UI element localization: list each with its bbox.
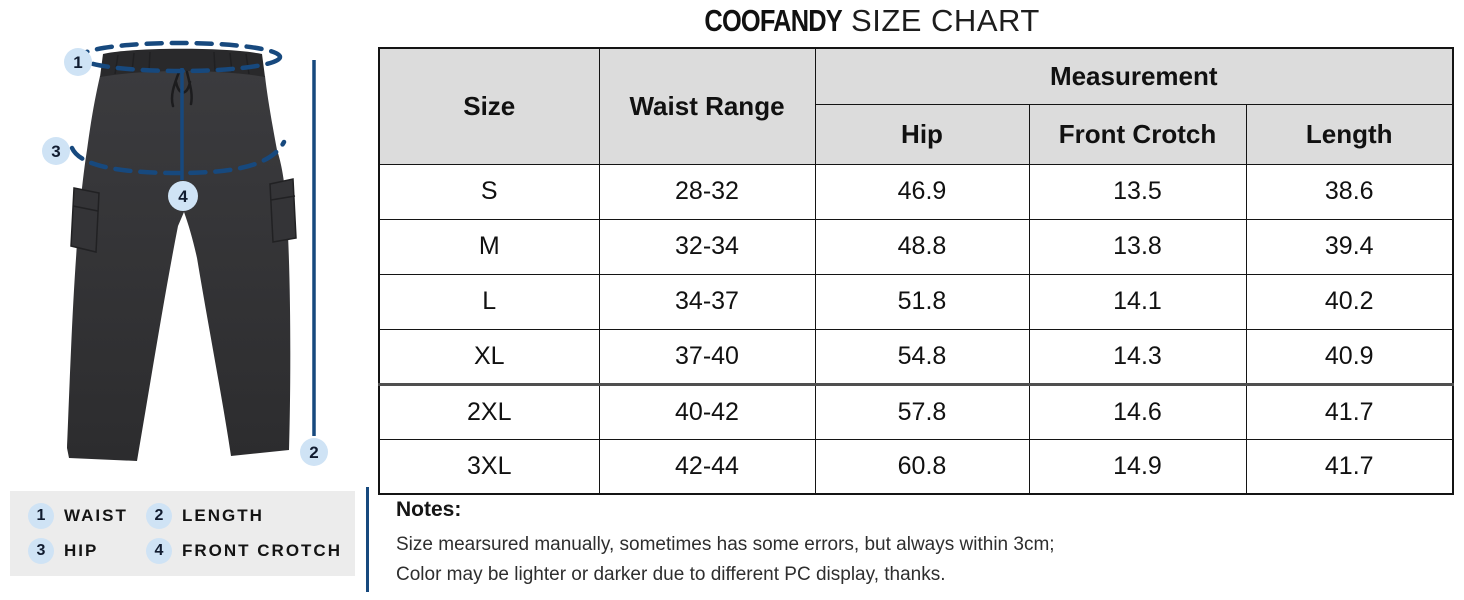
legend-item-waist: 1 WAIST	[28, 503, 146, 530]
legend-label-length: LENGTH	[182, 506, 264, 526]
marker-length-number: 2	[309, 443, 318, 462]
cell-size: 2XL	[378, 382, 600, 440]
cell-front-crotch: 14.1	[1028, 273, 1247, 330]
column-header-size: Size	[378, 47, 600, 165]
column-header-front-crotch: Front Crotch	[1028, 103, 1247, 165]
cell-front-crotch: 14.9	[1028, 438, 1247, 495]
pants-diagram: 1 3 4 2	[42, 40, 328, 466]
cell-hip: 57.8	[814, 382, 1030, 440]
legend-item-length: 2 LENGTH	[146, 503, 349, 530]
right-cargo-pocket	[269, 178, 297, 243]
left-cargo-pocket-flap-line	[72, 205, 99, 212]
hip-measure-arc	[69, 139, 287, 176]
marker-waist: 1	[64, 48, 92, 76]
cell-length: 41.7	[1245, 438, 1454, 495]
cell-length: 40.2	[1245, 273, 1454, 330]
column-header-waist-range: Waist Range	[598, 47, 816, 165]
vertical-divider-line	[366, 487, 369, 592]
cell-size: S	[378, 163, 600, 220]
size-table: Size Waist Range Measurement Hip Front C…	[378, 47, 1454, 495]
legend-badge-4: 4	[146, 537, 172, 564]
legend-badge-3: 3	[28, 537, 54, 564]
marker-waist-number: 1	[73, 53, 82, 72]
cell-hip: 46.9	[814, 163, 1030, 220]
legend-badge-1: 1	[28, 503, 54, 530]
cell-length: 41.7	[1245, 382, 1454, 440]
cell-waist: 40-42	[598, 382, 816, 440]
table-row-m: M 32-34 48.8 13.8 39.4	[378, 218, 1454, 275]
brand-logo-text: COOFANDY	[704, 3, 842, 38]
cell-waist: 34-37	[598, 273, 816, 330]
table-row-2xl: 2XL 40-42 57.8 14.6 41.7	[378, 382, 1454, 440]
cell-front-crotch: 13.5	[1028, 163, 1247, 220]
notes-line-1: Size mearsured manually, sometimes has s…	[396, 534, 1055, 555]
marker-length: 2	[300, 438, 328, 466]
right-cargo-pocket-flap-line	[270, 195, 296, 201]
cell-size: L	[378, 273, 600, 330]
cell-hip: 51.8	[814, 273, 1030, 330]
legend-item-hip: 3 HIP	[28, 537, 146, 564]
table-row-xl: XL 37-40 54.8 14.3 40.9	[378, 328, 1454, 385]
marker-front-crotch: 4	[168, 181, 198, 211]
legend-item-front-crotch: 4 FRONT CROTCH	[146, 537, 349, 564]
marker-hip-number: 3	[51, 142, 60, 161]
marker-hip: 3	[42, 137, 70, 165]
legend-panel: 1 WAIST 2 LENGTH 3 HIP 4 FRONT CROTCH	[10, 491, 355, 576]
column-header-length: Length	[1245, 103, 1454, 165]
table-row-3xl: 3XL 42-44 60.8 14.9 41.7	[378, 438, 1454, 495]
cell-length: 38.6	[1245, 163, 1454, 220]
pants-silhouette	[67, 70, 291, 461]
legend-label-front-crotch: FRONT CROTCH	[182, 540, 342, 560]
cell-hip: 60.8	[814, 438, 1030, 495]
cell-waist: 28-32	[598, 163, 816, 220]
legend-label-hip: HIP	[64, 540, 99, 560]
cell-size: 3XL	[378, 438, 600, 495]
cell-waist: 42-44	[598, 438, 816, 495]
column-header-hip: Hip	[814, 103, 1030, 165]
cell-hip: 54.8	[814, 328, 1030, 385]
left-cargo-pocket	[70, 187, 100, 253]
table-row-s: S 28-32 46.9 13.5 38.6	[378, 163, 1454, 220]
notes-line-2: Color may be lighter or darker due to di…	[396, 564, 946, 585]
legend-badge-2: 2	[146, 503, 172, 530]
cell-front-crotch: 13.8	[1028, 218, 1247, 275]
table-row-l: L 34-37 51.8 14.1 40.2	[378, 273, 1454, 330]
cell-size: XL	[378, 328, 600, 385]
cell-size: M	[378, 218, 600, 275]
page-title-suffix: SIZE CHART	[841, 3, 1040, 38]
cell-hip: 48.8	[814, 218, 1030, 275]
cell-front-crotch: 14.6	[1028, 382, 1247, 440]
cell-length: 40.9	[1245, 328, 1454, 385]
page-title: COOFANDY SIZE CHART	[674, 3, 1040, 39]
cell-waist: 32-34	[598, 218, 816, 275]
legend-label-waist: WAIST	[64, 506, 128, 526]
cell-waist: 37-40	[598, 328, 816, 385]
notes-section: Notes: Size mearsured manually, sometime…	[396, 498, 1446, 590]
column-header-measurement: Measurement	[814, 47, 1454, 105]
marker-front-crotch-number: 4	[178, 187, 188, 206]
cell-front-crotch: 14.3	[1028, 328, 1247, 385]
notes-heading: Notes:	[396, 498, 462, 521]
cell-length: 39.4	[1245, 218, 1454, 275]
